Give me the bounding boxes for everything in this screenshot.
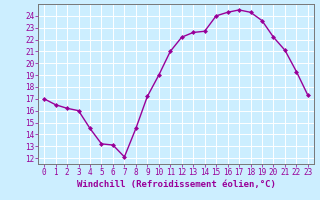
X-axis label: Windchill (Refroidissement éolien,°C): Windchill (Refroidissement éolien,°C)	[76, 180, 276, 189]
